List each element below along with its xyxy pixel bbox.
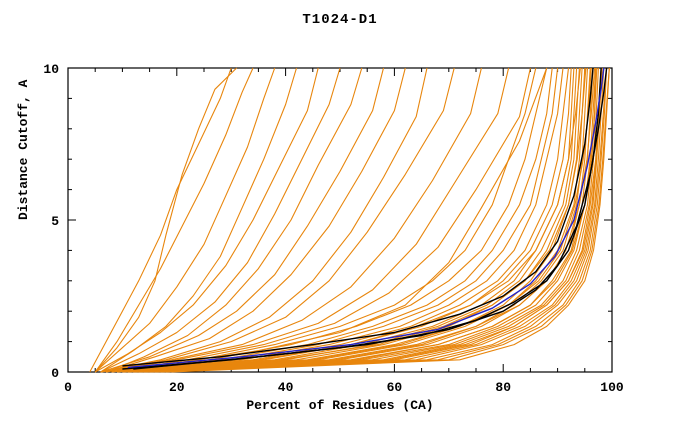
series-line-orange	[122, 67, 559, 373]
series-line-orange	[122, 67, 575, 373]
series-line-orange	[94, 67, 237, 373]
series-line-orange	[100, 67, 385, 373]
y-tick-label: 5	[51, 214, 59, 229]
series-line-orange	[106, 67, 510, 373]
y-tick-label: 10	[43, 62, 59, 77]
series-line-orange	[154, 67, 608, 373]
x-tick-label: 80	[495, 380, 511, 395]
x-tick-label: 60	[387, 380, 403, 395]
series-line-orange	[160, 67, 605, 373]
x-tick-label: 0	[64, 380, 72, 395]
series-line-orange	[105, 67, 406, 373]
series-line-orange	[111, 67, 537, 373]
series-line-orange	[149, 67, 603, 373]
x-tick-label: 20	[169, 380, 185, 395]
series-line-orange	[122, 67, 581, 373]
series-line-orange	[94, 67, 254, 373]
series-line-orange	[100, 67, 341, 373]
series-line-orange	[94, 67, 319, 373]
x-axis-label: Percent of Residues (CA)	[246, 398, 434, 413]
series-line-orange	[105, 67, 455, 373]
series-line-orange	[144, 67, 596, 373]
series-line-orange	[165, 67, 608, 373]
series-line-orange	[111, 67, 553, 373]
series-line-orange	[127, 67, 572, 373]
series-line-orange	[171, 67, 610, 373]
series-line-orange	[138, 67, 592, 373]
series-line-orange	[94, 67, 276, 373]
series-line-black	[133, 67, 608, 370]
series-line-orange	[100, 67, 428, 373]
y-tick-label: 0	[51, 366, 59, 381]
series-line-orange	[160, 67, 610, 373]
series-line-orange	[138, 67, 598, 373]
series-line-orange	[154, 67, 602, 373]
series-line-orange	[127, 67, 583, 373]
series-line-orange	[138, 67, 589, 373]
series-line-orange	[111, 67, 531, 373]
series-line-orange	[89, 67, 232, 373]
series-line-blue	[127, 67, 605, 369]
chart-title: T1024-D1	[302, 12, 378, 28]
series-line-orange	[100, 67, 482, 373]
series-line-black	[122, 67, 594, 367]
x-tick-label: 100	[600, 380, 624, 395]
series-line-orange	[133, 67, 586, 373]
series-line-orange	[116, 67, 548, 373]
x-tick-label: 40	[278, 380, 294, 395]
series-line-orange	[105, 67, 363, 373]
series-line-orange	[133, 67, 587, 373]
